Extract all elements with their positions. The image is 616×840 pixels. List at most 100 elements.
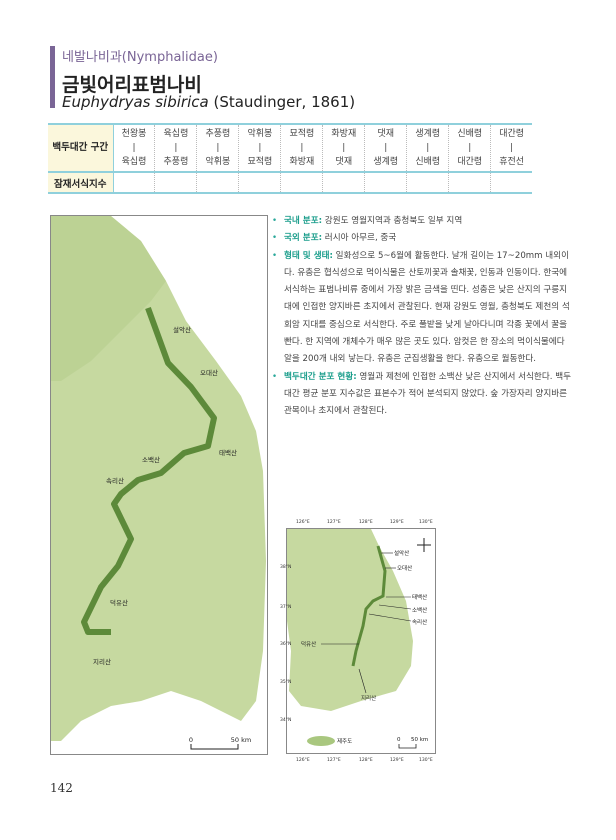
map-label-deogyu: 덕유산 — [110, 598, 128, 607]
page-number: 142 — [50, 781, 73, 795]
section-to: 댓재 — [335, 157, 353, 167]
habitat-count-cell — [322, 171, 365, 193]
inset-label-odae: 오대산 — [397, 564, 412, 572]
lon-tick: 128°E — [359, 520, 373, 525]
section-cell: 화방재 | 댓재 — [322, 124, 365, 172]
lon-tick: 126°E — [296, 520, 310, 525]
section-to: 신배령 — [415, 157, 441, 167]
lon-tick: 127°E — [327, 758, 341, 763]
inset-scale-zero: 0 — [397, 737, 401, 743]
habitat-count-cell — [154, 171, 197, 193]
lon-tick: 129°E — [390, 520, 404, 525]
lat-tick: 38°N — [280, 565, 292, 570]
description-list: 국내 분포: 강원도 영월지역과 충청북도 일부 지역 국외 분포: 러시아 아… — [272, 213, 572, 421]
inset-label-seorak: 설악산 — [394, 549, 409, 557]
lat-tick: 36°N — [280, 642, 292, 647]
inset-label-jeju: 제주도 — [337, 737, 352, 745]
section-to: 악휘봉 — [205, 157, 231, 167]
section-separator: | — [384, 143, 388, 153]
lon-tick: 127°E — [327, 520, 341, 525]
map-label-songni: 속리산 — [106, 476, 124, 485]
row-header-section: 백두대간 구간 — [48, 124, 114, 172]
section-from: 대간령 — [499, 129, 525, 139]
section-from: 추풍령 — [205, 129, 231, 139]
desc-baekdu: 백두대간 분포 현황: 영월과 제천에 인접한 소백산 낮은 산지에서 서식한다… — [272, 369, 572, 421]
section-separator: | — [342, 143, 346, 153]
map-label-sobaek: 소백산 — [142, 455, 160, 464]
scale-bar — [190, 744, 239, 750]
section-separator: | — [132, 143, 136, 153]
section-cell: 천왕봉 | 육십령 — [112, 124, 155, 172]
section-from: 댓재 — [377, 129, 395, 139]
map-label-seorak: 설악산 — [173, 325, 191, 334]
section-separator: | — [216, 143, 220, 153]
section-from: 묘적령 — [289, 129, 315, 139]
section-cell: 신배령 | 대간령 — [448, 124, 491, 172]
inset-label-jiri: 지리산 — [361, 694, 376, 702]
map-label-taebaek: 태백산 — [219, 448, 237, 457]
section-from: 생계령 — [415, 129, 441, 139]
desc-foreign: 국외 분포: 러시아 아무르, 중국 — [272, 230, 572, 248]
section-cell: 묘적령 | 화방재 — [280, 124, 323, 172]
lon-tick: 130°E — [419, 520, 433, 525]
inset-label-sobaek: 소백산 — [412, 606, 427, 614]
section-from: 육십령 — [163, 129, 189, 139]
inset-scale-max: 50 km — [411, 737, 428, 743]
section-cell: 추풍령 | 악휘봉 — [196, 124, 239, 172]
inset-korea-map: 설악산 오대산 태백산 소백산 속리산 덕유산 지리산 제주도 0 50 km — [286, 528, 436, 754]
section-cell: 악휘봉 | 묘적령 — [238, 124, 281, 172]
lon-tick: 126°E — [296, 758, 310, 763]
section-to: 휴전선 — [499, 157, 525, 167]
section-cell: 대간령 | 휴전선 — [490, 124, 532, 172]
habitat-count-cell — [364, 171, 407, 193]
section-separator: | — [174, 143, 178, 153]
section-from: 신배령 — [457, 129, 483, 139]
compass-icon — [417, 538, 431, 552]
lon-tick: 129°E — [390, 758, 404, 763]
scale-zero: 0 — [189, 736, 193, 744]
section-separator: | — [426, 143, 430, 153]
accent-bar — [50, 46, 55, 108]
scale-max: 50 km — [231, 736, 251, 744]
family-name: 네발나비과(Nymphalidae) — [62, 50, 218, 65]
desc-domestic: 국내 분포: 강원도 영월지역과 충청북도 일부 지역 — [272, 213, 572, 231]
section-to: 생계령 — [373, 157, 399, 167]
habitat-count-cell — [280, 171, 323, 193]
section-separator: | — [510, 143, 514, 153]
inset-label-songni: 속리산 — [412, 618, 427, 626]
jeju-island — [307, 736, 335, 746]
habitat-count-cell — [112, 171, 155, 193]
section-to: 대간령 — [457, 157, 483, 167]
baekdu-section-table: 백두대간 구간 천왕봉 | 육십령 육십령 | 추풍령 추풍령 | 악휘봉 악휘봉 | 묘적령 묘적령 | 화… — [48, 123, 532, 194]
habitat-count-cell — [196, 171, 239, 193]
section-to: 추풍령 — [163, 157, 189, 167]
baekdu-ridge — [81, 306, 217, 635]
section-cell: 댓재 | 생계령 — [364, 124, 407, 172]
lat-tick: 34°N — [280, 718, 292, 723]
scientific-name: Euphydryas sibirica (Staudinger, 1861) — [62, 93, 356, 111]
habitat-count-cell — [238, 171, 281, 193]
section-cell: 육십령 | 추풍령 — [154, 124, 197, 172]
lat-tick: 35°N — [280, 680, 292, 685]
section-from: 천왕봉 — [121, 129, 147, 139]
desc-ecology: 형태 및 생태: 일화성으로 5~6월에 활동한다. 날개 길이는 17~20m… — [272, 248, 572, 369]
map-label-odae: 오대산 — [200, 368, 218, 377]
section-from: 악휘봉 — [247, 129, 273, 139]
section-separator: | — [468, 143, 472, 153]
section-separator: | — [300, 143, 304, 153]
section-cell: 생계령 | 신배령 — [406, 124, 449, 172]
section-separator: | — [258, 143, 262, 153]
section-to: 화방재 — [289, 157, 315, 167]
inset-label-deogyu: 덕유산 — [301, 640, 316, 648]
section-from: 화방재 — [331, 129, 357, 139]
lon-tick: 130°E — [419, 758, 433, 763]
inset-graticule: 126°E 127°E 128°E 129°E 130°E 126°E 127°… — [280, 520, 443, 765]
habitat-count-cell — [406, 171, 449, 193]
page-title: 금빛어리표범나비 — [62, 74, 202, 96]
lon-tick: 128°E — [359, 758, 373, 763]
inset-label-taebaek: 태백산 — [412, 593, 427, 601]
main-distribution-map: 설악산 오대산 태백산 소백산 속리산 덕유산 지리산 0 50 km — [50, 215, 268, 755]
lat-tick: 37°N — [280, 605, 292, 610]
section-to: 묘적령 — [247, 157, 273, 167]
section-to: 육십령 — [121, 157, 147, 167]
